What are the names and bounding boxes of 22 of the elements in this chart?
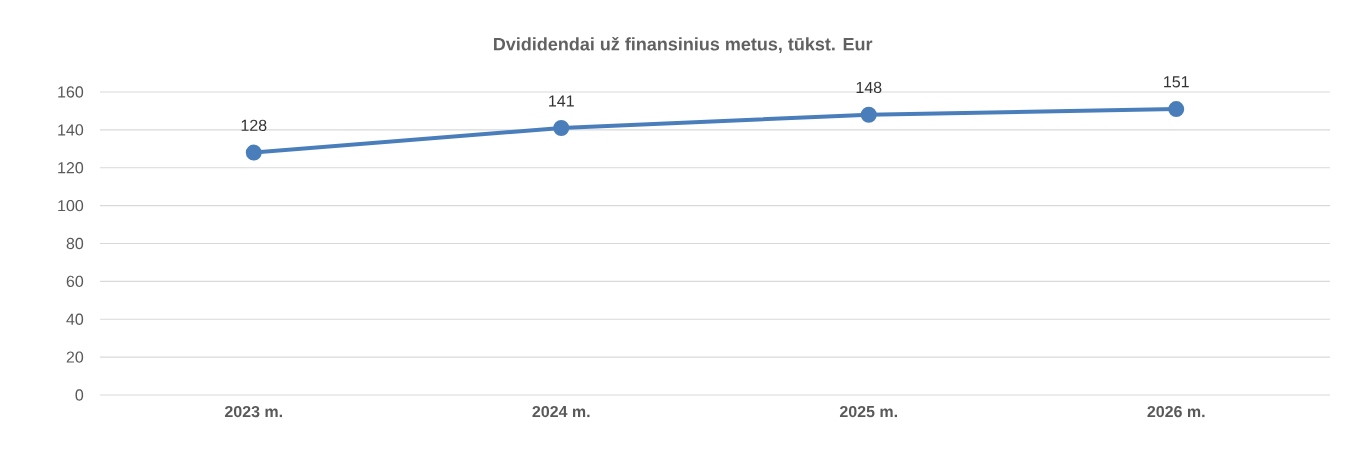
data-label: 151 — [1164, 76, 1189, 88]
chart-title: Dvididendai už finansinius metus, tūkst. Eur — [494, 36, 873, 54]
y-tick-label: 20 — [66, 351, 84, 363]
x-tick-label: 2023 m. — [224, 405, 282, 418]
data-label: 141 — [549, 95, 574, 107]
point — [553, 119, 570, 136]
point — [245, 144, 262, 161]
x-tick-label: 2026 m. — [1147, 405, 1205, 418]
point — [860, 106, 877, 123]
point — [1168, 101, 1185, 118]
y-tick-label: 60 — [66, 275, 84, 288]
y-tick-label: 100 — [58, 199, 84, 212]
y-tick-label: 0 — [75, 389, 84, 401]
y-tick-label: 40 — [66, 313, 84, 325]
data-label: 148 — [856, 81, 882, 94]
y-tick-label: 160 — [58, 86, 84, 98]
data-label: 128 — [241, 119, 267, 131]
x-tick-label: 2024 m. — [532, 405, 590, 418]
x-tick-label: 2025 m. — [839, 405, 897, 418]
y-tick-label: 120 — [58, 162, 84, 174]
y-tick-label: 80 — [66, 237, 84, 250]
y-tick-label: 140 — [58, 124, 84, 136]
